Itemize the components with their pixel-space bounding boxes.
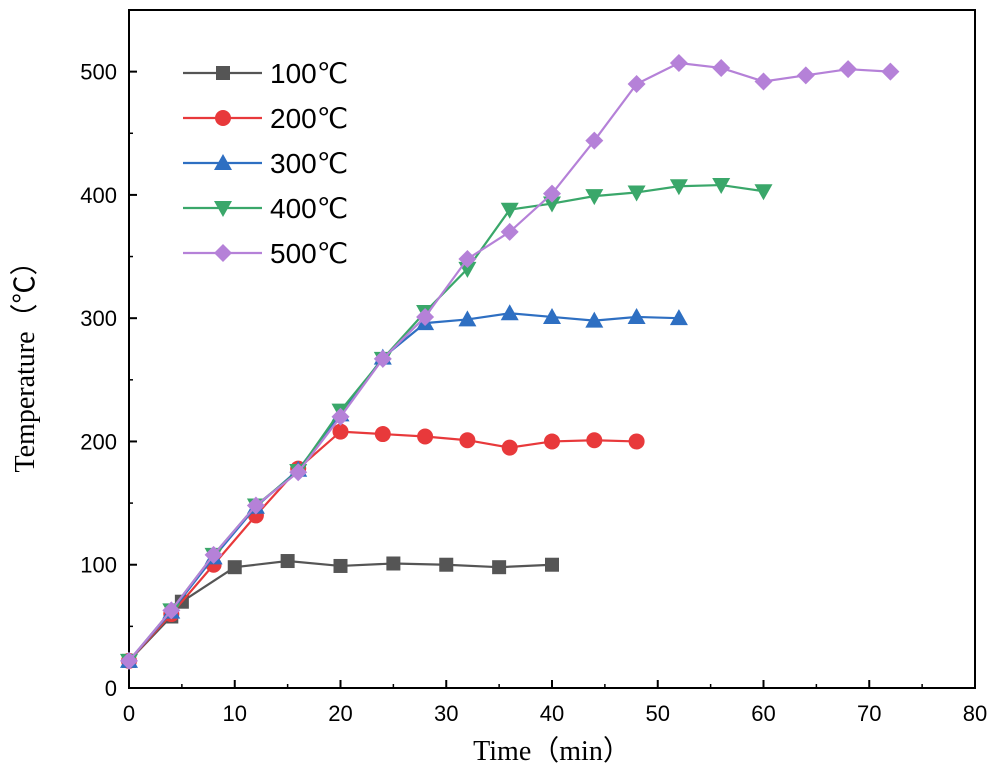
data-point <box>881 62 900 81</box>
series-1 <box>122 554 559 668</box>
data-point <box>627 185 646 202</box>
data-point <box>754 184 773 201</box>
data-point <box>332 423 349 440</box>
legend-label: 500℃ <box>270 238 348 269</box>
axes: 0 10 20 30 40 50 60 70 80 0 100 200 300 400 500 <box>80 9 987 726</box>
series-2 <box>121 423 645 669</box>
data-point <box>492 560 507 575</box>
data-point <box>839 60 858 79</box>
x-tick-label: 20 <box>328 701 352 726</box>
legend-entry-3: 300℃ <box>183 148 348 179</box>
data-point <box>374 426 391 443</box>
data-point <box>280 554 295 569</box>
data-point <box>500 202 519 219</box>
series-line <box>128 61 891 662</box>
data-point <box>501 439 518 456</box>
data-point <box>386 556 401 571</box>
series-line <box>128 312 679 662</box>
data-point <box>458 250 477 269</box>
series-layer <box>120 54 900 670</box>
x-tick-label: 40 <box>540 701 564 726</box>
y-axis-label: Temperature（℃） <box>9 247 41 472</box>
data-point <box>627 307 646 324</box>
data-point <box>333 558 348 573</box>
data-point <box>439 557 454 572</box>
data-point <box>585 189 604 206</box>
data-point <box>543 184 561 203</box>
data-point <box>500 222 519 241</box>
data-point <box>373 349 392 368</box>
data-point <box>543 196 561 213</box>
data-point <box>416 307 435 326</box>
legend-label: 300℃ <box>270 148 348 179</box>
legend-entry-2: 200℃ <box>183 103 348 134</box>
data-point <box>543 307 561 324</box>
data-point <box>628 433 645 450</box>
data-point <box>585 311 604 328</box>
data-point <box>796 66 815 85</box>
data-point <box>544 433 560 450</box>
x-tick-label: 50 <box>646 701 670 726</box>
data-point <box>289 463 308 482</box>
legend-marker <box>215 110 231 126</box>
data-point <box>669 54 688 73</box>
y-tick-label: 300 <box>80 306 117 331</box>
data-point <box>162 601 181 620</box>
x-tick-label: 10 <box>223 701 247 726</box>
data-point <box>669 309 688 326</box>
data-point <box>586 432 603 449</box>
legend-entry-4: 400℃ <box>183 193 348 224</box>
legend-entry-5: 500℃ <box>183 238 348 269</box>
y-tick-label: 200 <box>80 429 117 454</box>
data-point <box>627 74 646 93</box>
series-line <box>128 559 553 662</box>
legend-marker <box>214 244 232 262</box>
x-tick-label: 60 <box>751 701 775 726</box>
legend-label: 100℃ <box>270 58 348 89</box>
x-axis-label: Time（min） <box>473 735 631 767</box>
series-5 <box>120 54 900 670</box>
y-tick-label: 100 <box>80 553 117 578</box>
x-tick-label: 30 <box>434 701 458 726</box>
y-tick-label: 0 <box>105 676 117 701</box>
legend-label: 200℃ <box>270 103 348 134</box>
data-point <box>331 407 350 426</box>
plot-frame <box>128 9 976 689</box>
legend-entry-1: 100℃ <box>183 58 348 89</box>
data-point <box>459 432 476 449</box>
series-3 <box>120 304 688 668</box>
y-tick-label: 400 <box>80 183 117 208</box>
data-point <box>120 651 138 670</box>
legend-marker <box>214 154 232 170</box>
legend: 100℃ 200℃ 300℃ 400℃ 500℃ <box>183 58 348 269</box>
data-point <box>458 310 477 327</box>
data-point <box>545 557 559 572</box>
data-point <box>417 428 434 445</box>
x-tick-label: 80 <box>963 701 987 726</box>
legend-marker <box>216 66 230 80</box>
data-point <box>204 545 223 564</box>
x-tick-label: 0 <box>123 701 135 726</box>
legend-label: 400℃ <box>270 193 348 224</box>
data-point <box>712 58 731 77</box>
x-tick-label: 70 <box>857 701 881 726</box>
data-point <box>227 560 242 575</box>
data-point <box>712 178 731 195</box>
data-point <box>669 179 688 196</box>
legend-marker <box>214 201 232 217</box>
series-line <box>128 430 637 662</box>
data-point <box>754 72 773 91</box>
data-point <box>585 131 604 150</box>
data-point <box>246 496 265 515</box>
y-tick-label: 500 <box>80 60 117 85</box>
data-point <box>500 304 519 321</box>
